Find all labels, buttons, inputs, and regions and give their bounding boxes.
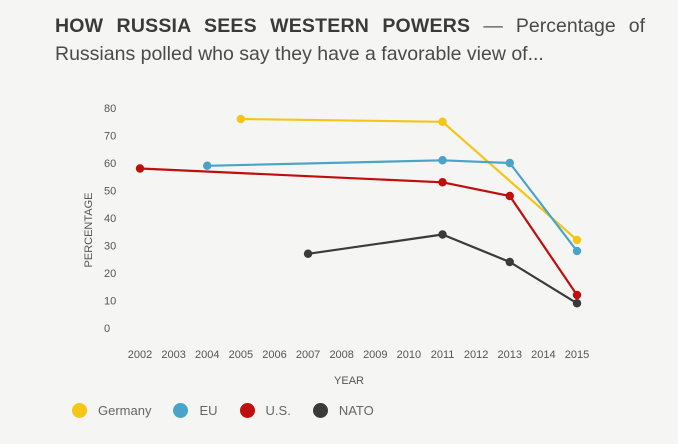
legend-item[interactable]: NATO <box>312 403 374 418</box>
title-dash: — <box>483 15 503 37</box>
y-tick-label: 0 <box>104 323 110 335</box>
legend-swatch <box>239 403 255 418</box>
legend-swatch <box>312 403 328 418</box>
y-tick-label: 20 <box>104 268 116 280</box>
y-axis-ticks: 0 10 20 30 40 50 60 70 80 <box>104 103 116 335</box>
x-tick-label: 2007 <box>296 349 320 361</box>
data-point-eu[interactable] <box>438 156 447 165</box>
data-point-nato[interactable] <box>505 257 514 267</box>
y-tick-label: 40 <box>104 213 116 225</box>
legend-item[interactable]: Germany <box>72 403 151 418</box>
y-tick-label: 70 <box>104 131 116 143</box>
legend-label: U.S. <box>265 403 291 418</box>
x-axis-ticks: 2002 2003 2004 2005 2006 2007 2008 2009 2010 2011… <box>128 349 589 361</box>
data-point-us[interactable] <box>438 178 447 187</box>
legend-swatch <box>173 403 189 418</box>
series-line-nato <box>307 233 578 305</box>
series-lines <box>139 117 578 305</box>
x-tick-label: 2010 <box>397 349 421 361</box>
x-tick-label: 2013 <box>498 349 522 361</box>
x-tick-label: 2003 <box>161 349 185 361</box>
series-line-us <box>139 167 578 296</box>
x-tick-label: 2014 <box>531 349 555 361</box>
x-tick-label: 2009 <box>363 349 387 361</box>
legend-label: EU <box>199 403 218 418</box>
x-tick-label: 2015 <box>565 349 589 361</box>
y-tick-label: 80 <box>104 103 116 115</box>
legend-item[interactable]: U.S. <box>239 403 291 418</box>
series-points <box>135 114 582 308</box>
y-tick-label: 50 <box>104 186 116 198</box>
data-point-germany[interactable] <box>572 235 582 245</box>
series-line-eu <box>207 159 578 252</box>
legend-item[interactable]: EU <box>173 403 218 418</box>
chart-legend: Germany EU U.S. NATO <box>72 403 396 418</box>
data-point-eu[interactable] <box>572 246 582 256</box>
data-point-eu[interactable] <box>203 161 212 170</box>
x-axis-label: YEAR <box>334 375 364 387</box>
chart-title: HOW RUSSIA SEES WESTERN POWERS <box>55 15 471 37</box>
legend-label: NATO <box>338 403 374 418</box>
x-tick-label: 2005 <box>229 349 253 361</box>
chart-header: HOW RUSSIA SEES WESTERN POWERS — Percent… <box>55 12 645 68</box>
chart-subtitle: Percentage of Russians polled who say th… <box>55 15 646 65</box>
data-point-us[interactable] <box>572 290 582 300</box>
data-point-eu[interactable] <box>505 158 514 168</box>
data-point-germany[interactable] <box>438 117 447 126</box>
legend-label: Germany <box>98 403 152 418</box>
y-tick-label: 10 <box>104 296 116 308</box>
y-tick-label: 30 <box>104 241 116 253</box>
data-point-nato[interactable] <box>303 249 313 258</box>
legend-swatch <box>72 403 87 418</box>
x-tick-label: 2006 <box>262 349 286 361</box>
data-point-nato[interactable] <box>438 230 447 239</box>
data-point-us[interactable] <box>135 164 145 173</box>
data-point-us[interactable] <box>505 191 514 201</box>
x-tick-label: 2008 <box>329 349 353 361</box>
data-point-nato[interactable] <box>572 299 582 308</box>
x-tick-label: 2012 <box>464 349 488 361</box>
data-point-germany[interactable] <box>236 114 246 124</box>
x-tick-label: 2004 <box>195 349 219 361</box>
x-tick-label: 2011 <box>431 349 455 361</box>
x-tick-label: 2002 <box>128 349 152 361</box>
y-axis-label: PERCENTAGE <box>83 193 95 268</box>
y-tick-label: 60 <box>104 158 116 170</box>
